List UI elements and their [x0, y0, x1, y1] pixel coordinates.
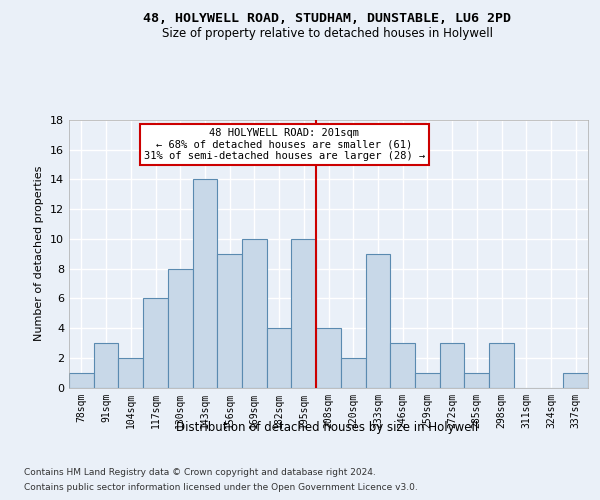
Bar	[292, 239, 316, 388]
Bar	[143, 298, 168, 388]
Bar	[217, 254, 242, 388]
Bar	[193, 180, 217, 388]
Bar	[489, 343, 514, 388]
Bar	[415, 372, 440, 388]
Bar	[341, 358, 365, 388]
Bar	[390, 343, 415, 388]
Bar	[563, 372, 588, 388]
Y-axis label: Number of detached properties: Number of detached properties	[34, 166, 44, 342]
Text: 48, HOLYWELL ROAD, STUDHAM, DUNSTABLE, LU6 2PD: 48, HOLYWELL ROAD, STUDHAM, DUNSTABLE, L…	[143, 12, 511, 26]
Text: 48 HOLYWELL ROAD: 201sqm
← 68% of detached houses are smaller (61)
31% of semi-d: 48 HOLYWELL ROAD: 201sqm ← 68% of detach…	[144, 128, 425, 161]
Bar	[69, 372, 94, 388]
Bar	[365, 254, 390, 388]
Bar	[440, 343, 464, 388]
Bar	[316, 328, 341, 388]
Text: Distribution of detached houses by size in Holywell: Distribution of detached houses by size …	[176, 421, 478, 434]
Text: Contains public sector information licensed under the Open Government Licence v3: Contains public sector information licen…	[24, 483, 418, 492]
Bar	[118, 358, 143, 388]
Bar	[242, 239, 267, 388]
Bar	[267, 328, 292, 388]
Bar	[168, 268, 193, 388]
Bar	[94, 343, 118, 388]
Text: Size of property relative to detached houses in Holywell: Size of property relative to detached ho…	[161, 28, 493, 40]
Bar	[464, 372, 489, 388]
Text: Contains HM Land Registry data © Crown copyright and database right 2024.: Contains HM Land Registry data © Crown c…	[24, 468, 376, 477]
